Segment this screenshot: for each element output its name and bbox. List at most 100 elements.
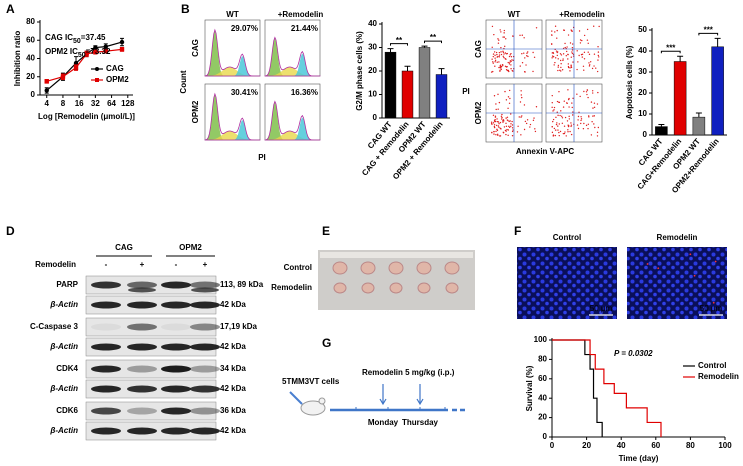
event-dot: [597, 59, 599, 61]
event-dot: [533, 56, 536, 58]
event-dot: [523, 128, 526, 131]
size-label: 42 kDa: [220, 342, 246, 351]
event-dot: [557, 114, 559, 117]
y-tick-label: 20: [538, 413, 547, 422]
event-dot: [507, 61, 509, 64]
mouse-ear: [318, 397, 326, 405]
event-dot: [555, 50, 558, 52]
bar: [418, 47, 431, 119]
band: [127, 281, 157, 289]
band: [190, 323, 220, 331]
legend-marker: [95, 78, 99, 82]
lane-sign: -: [105, 260, 108, 269]
event-dot: [509, 120, 511, 122]
y-tick-label: 40: [638, 46, 647, 55]
event-dot: [497, 38, 499, 40]
group-label: OPM2: [179, 243, 202, 252]
event-dot: [552, 110, 554, 112]
ruler: [320, 252, 473, 258]
event-dot: [523, 37, 525, 39]
event-dot: [494, 59, 497, 62]
error-bar: [438, 68, 445, 75]
event-dot: [557, 129, 559, 131]
panel-label: D: [6, 224, 15, 238]
event-dot: [511, 127, 514, 129]
event-dot: [502, 50, 504, 52]
event-dot: [569, 42, 572, 44]
red-stain: [689, 253, 692, 256]
event-dot: [499, 127, 501, 130]
band: [127, 365, 157, 373]
event-dot: [556, 100, 559, 103]
event-dot: [498, 54, 501, 56]
event-dot: [492, 114, 495, 117]
event-dot: [551, 102, 553, 104]
y-tick-label: 40: [26, 54, 35, 63]
error-bar: [695, 112, 702, 118]
arrow: [416, 384, 424, 406]
event-dot: [588, 65, 591, 67]
event-dot: [519, 65, 521, 67]
event-dot: [598, 25, 600, 28]
band: [91, 301, 121, 309]
ic50-part: 50: [73, 38, 81, 45]
protein-label: C-Caspase 3: [30, 322, 79, 331]
event-dot: [593, 115, 596, 117]
event-dot: [506, 128, 508, 131]
event-dot: [571, 49, 574, 51]
event-dot: [511, 130, 514, 133]
event-dot: [580, 122, 582, 125]
event-dot: [493, 125, 496, 128]
event-dot: [554, 31, 556, 33]
quadrant-lines: [486, 20, 542, 78]
band: [190, 365, 220, 373]
event-dot: [586, 93, 588, 96]
event-dot: [501, 116, 503, 119]
event-dot: [520, 94, 522, 96]
event-dot: [510, 60, 512, 63]
event-dot: [561, 117, 564, 119]
event-dot: [517, 125, 519, 127]
event-dot: [496, 133, 499, 136]
significance-bracket: [698, 32, 719, 36]
event-dot: [500, 118, 503, 120]
x-tick-label: 0: [550, 441, 555, 450]
event-dot: [502, 120, 504, 122]
lane-sign: +: [140, 260, 145, 269]
event-dot: [508, 102, 511, 104]
ic50-part: CAG IC: [45, 33, 73, 42]
event-dot: [505, 122, 507, 125]
event-dot: [494, 54, 496, 57]
event-dot: [523, 104, 526, 106]
band: [190, 385, 220, 393]
event-dot: [577, 127, 580, 130]
event-dot: [593, 123, 595, 125]
event-dot: [508, 89, 511, 92]
event-dot: [551, 55, 554, 57]
event-dot: [560, 70, 562, 72]
blot-strip: [85, 401, 217, 421]
column-label: +Remodelin: [559, 10, 605, 19]
event-dot: [571, 30, 573, 32]
event-dot: [524, 120, 527, 123]
event-dot: [527, 55, 529, 58]
band: [161, 385, 191, 393]
event-dot: [578, 54, 580, 57]
event-dot: [582, 127, 585, 130]
point: [84, 51, 89, 57]
event-dot: [503, 56, 505, 59]
error-bar: [421, 45, 428, 48]
y-tick-label: 10: [638, 109, 647, 118]
event-dot: [590, 134, 593, 136]
x-tick-label: 64: [107, 99, 116, 108]
band: [91, 281, 121, 289]
band: [91, 365, 121, 373]
event-dot: [562, 106, 565, 108]
event-dot: [504, 58, 506, 60]
event-dot: [551, 30, 553, 32]
event-dot: [497, 42, 500, 44]
significance-bracket: [660, 50, 681, 54]
event-dot: [568, 118, 571, 120]
y-tick-label: 100: [534, 335, 548, 344]
tumor: [333, 282, 347, 294]
